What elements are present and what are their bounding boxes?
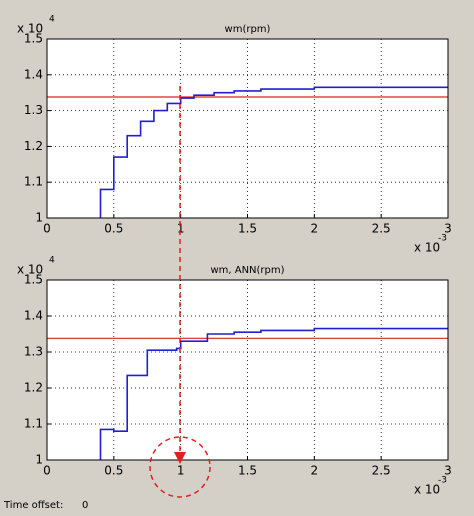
y-tick-label: 1.1	[24, 417, 43, 431]
y-tick-label: 1.1	[24, 175, 43, 189]
x-tick-label: 0	[43, 222, 51, 236]
x-exponent-base: x 10	[414, 483, 440, 497]
y-exponent-base: x 10	[17, 22, 43, 36]
plot-frame	[46, 279, 449, 461]
y-exponent: 4	[49, 256, 55, 266]
chart: 0 0.5 1 1.5 2 2.5 3 1 1.1 1.2 1.3 1.4 1.5 wm(rpm) x 10…	[17, 15, 452, 255]
annotation-circle	[149, 436, 211, 498]
chart: 0 0.5 1 1.5 2 2.5 3 1 1.1 1.2 1.3 1.4 1.5 wm, ANN(rpm…	[17, 256, 452, 497]
x-tick-label: 3	[444, 464, 452, 478]
x-tick-label: 1.5	[238, 222, 257, 236]
plots: 0 0.5 1 1.5 2 2.5 3 1 1.1 1.2 1.3 1.4 1.5 wm(rpm) x 10…	[17, 15, 452, 497]
x-tick-label: 1	[177, 222, 185, 236]
y-tick-label: 1	[35, 453, 43, 467]
y-exponent: 4	[49, 15, 55, 25]
x-tick-label: 2	[311, 222, 319, 236]
y-exponent-base: x 10	[17, 263, 43, 277]
y-tick-label: 1	[35, 211, 43, 225]
time-offset-label: Time offset:	[3, 500, 63, 511]
x-tick-label: 2.5	[372, 222, 391, 236]
plot-frame	[46, 38, 449, 219]
y-tick-label: 1.3	[24, 103, 43, 117]
x-tick-label: 1.5	[238, 464, 257, 478]
y-tick-label: 1.5	[24, 273, 43, 287]
y-tick-label: 1.3	[24, 345, 43, 359]
y-tick-label: 1.4	[24, 309, 43, 323]
series-line	[99, 86, 448, 218]
y-tick-label: 1.4	[24, 67, 43, 81]
y-tick-label: 1.2	[24, 139, 43, 153]
x-tick-label: 1	[177, 464, 185, 478]
annotation-arrow	[174, 452, 186, 464]
x-tick-label: 2	[311, 464, 319, 478]
x-exponent: -3	[438, 234, 447, 244]
x-exponent: -3	[438, 476, 447, 486]
chart-title: wm(rpm)	[225, 24, 271, 35]
x-tick-label: 0.5	[104, 464, 123, 478]
x-tick-label: 0	[43, 464, 51, 478]
y-tick-label: 1.5	[24, 32, 43, 46]
x-tick-label: 2.5	[372, 464, 391, 478]
time-offset-value: 0	[82, 500, 88, 511]
x-exponent-base: x 10	[414, 241, 440, 255]
x-tick-label: 3	[444, 222, 452, 236]
y-tick-label: 1.2	[24, 381, 43, 395]
chart-title: wm, ANN(rpm)	[210, 265, 284, 276]
annotation	[149, 86, 211, 498]
x-tick-label: 0.5	[104, 222, 123, 236]
